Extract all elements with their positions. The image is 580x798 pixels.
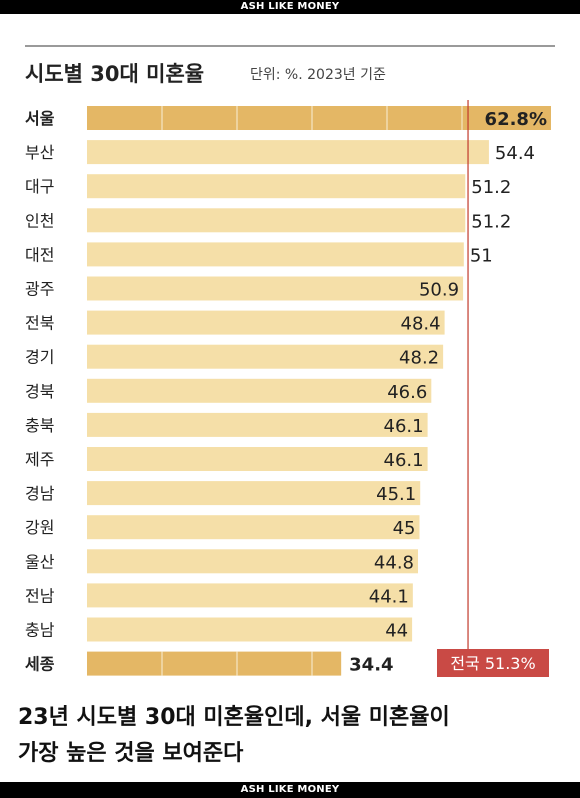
bar [87, 481, 421, 506]
value-label: 44 [385, 621, 408, 642]
category-label: 전북 [25, 314, 54, 333]
bar [87, 549, 419, 574]
bar [87, 583, 413, 608]
value-label: 44.8 [374, 552, 414, 573]
category-label: 서울 [25, 109, 55, 128]
caption-line-2: 가장 높은 것을 보여준다 [18, 741, 244, 766]
category-label: 충남 [25, 621, 55, 640]
top-banner: ASH LIKE MONEY [0, 0, 580, 14]
caption-line-1: 23년 시도별 30대 미혼율인데, 서울 미혼율이 [18, 705, 450, 730]
category-label: 인천 [25, 211, 54, 230]
reference-label-box [437, 649, 549, 677]
chart-subtitle: 단위: %. 2023년 기준 [250, 67, 386, 83]
value-label: 50.9 [419, 280, 459, 301]
bar [87, 344, 444, 369]
category-label: 전남 [25, 586, 55, 605]
category-label: 세종 [25, 655, 55, 674]
bar [87, 208, 466, 233]
category-label: 제주 [25, 450, 54, 469]
bar [87, 276, 464, 301]
value-label: 51 [470, 245, 493, 266]
value-label: 46.6 [387, 382, 427, 403]
title-divider [25, 45, 555, 47]
value-label: 62.8% [485, 109, 547, 130]
category-label: 경북 [25, 382, 54, 401]
category-label: 강원 [25, 518, 54, 537]
category-label: 충북 [25, 416, 54, 435]
category-label: 대전 [25, 245, 54, 264]
category-label: 대구 [25, 177, 54, 196]
value-label: 54.4 [495, 143, 535, 164]
chart-title: 시도별 30대 미혼율 [25, 62, 205, 86]
bar [87, 515, 420, 540]
category-label: 광주 [25, 280, 54, 299]
value-label: 51.2 [471, 211, 511, 232]
value-label: 48.4 [401, 314, 441, 335]
value-label: 45.1 [376, 484, 416, 505]
category-label: 경남 [25, 484, 55, 503]
bar [87, 378, 432, 403]
category-label: 부산 [25, 143, 55, 162]
bar [87, 106, 551, 130]
value-label: 34.4 [349, 655, 393, 676]
value-label: 46.1 [384, 450, 424, 471]
bottom-banner: ASH LIKE MONEY [0, 782, 580, 798]
bar [87, 412, 428, 437]
reference-label: 전국 51.3% [450, 654, 535, 673]
value-label: 44.1 [369, 586, 409, 607]
bar [87, 447, 428, 471]
bar [87, 140, 489, 165]
value-label: 48.2 [399, 348, 439, 369]
value-label: 51.2 [471, 177, 511, 198]
category-label: 울산 [25, 552, 55, 571]
bar [87, 310, 445, 335]
value-label: 45 [393, 518, 416, 539]
category-label: 경기 [25, 348, 54, 367]
value-label: 46.1 [384, 416, 424, 437]
caption: 23년 시도별 30대 미혼율인데, 서울 미혼율이 가장 높은 것을 보여준다 [18, 700, 566, 772]
bar [87, 617, 413, 642]
bar [87, 651, 342, 676]
bar [87, 174, 466, 199]
bar [87, 242, 464, 267]
bar-chart: 서울 62.8% 부산 54.4 대구 51.2 인천 51.2 대전 51 광주 50.9 전북 48.… [25, 100, 551, 677]
